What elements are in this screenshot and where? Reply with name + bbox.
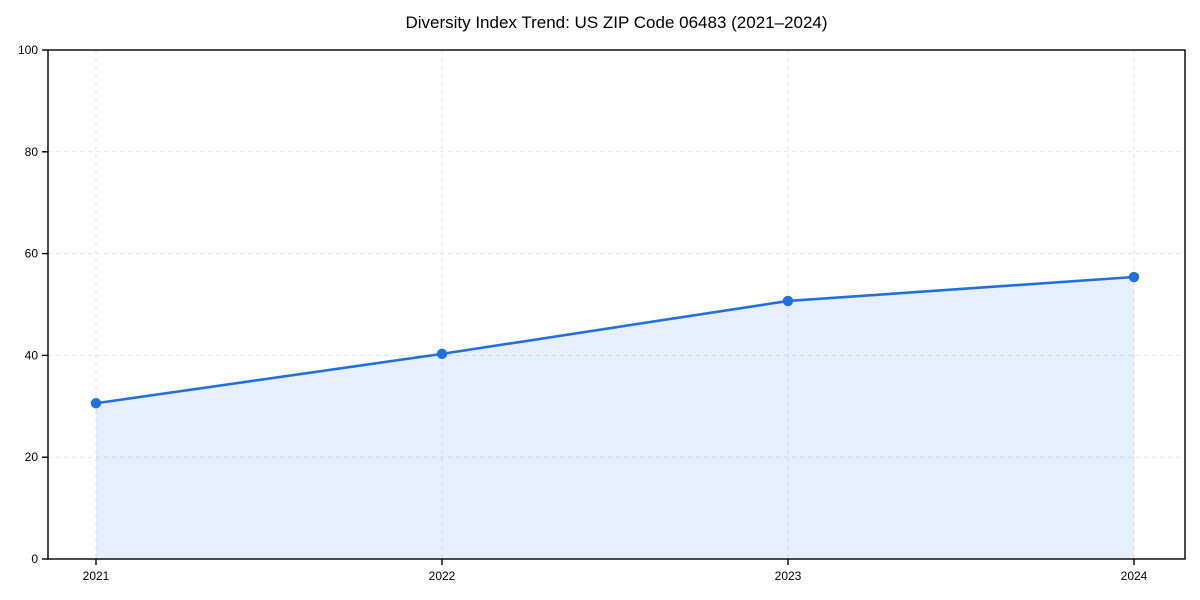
y-tick-label: 60 (25, 247, 39, 261)
x-tick-label: 2024 (1121, 569, 1148, 583)
data-point-marker (1128, 271, 1140, 283)
data-point-marker (90, 398, 102, 409)
data-point-marker (782, 295, 794, 307)
chart-title: Diversity Index Trend: US ZIP Code 06483… (405, 13, 828, 32)
y-tick-label: 20 (25, 450, 39, 464)
data-point-marker (436, 348, 448, 360)
area-fill (96, 277, 1134, 559)
x-tick-label: 2021 (83, 569, 110, 583)
y-tick-label: 40 (25, 348, 39, 362)
trend-line (94, 275, 1136, 405)
y-tick-label: 0 (31, 552, 38, 566)
x-tick-label: 2022 (429, 569, 456, 583)
plot-frame (47, 49, 1186, 560)
y-tick-label: 100 (18, 43, 38, 57)
y-tick-label: 80 (25, 145, 39, 159)
x-tick-label: 2023 (775, 569, 802, 583)
